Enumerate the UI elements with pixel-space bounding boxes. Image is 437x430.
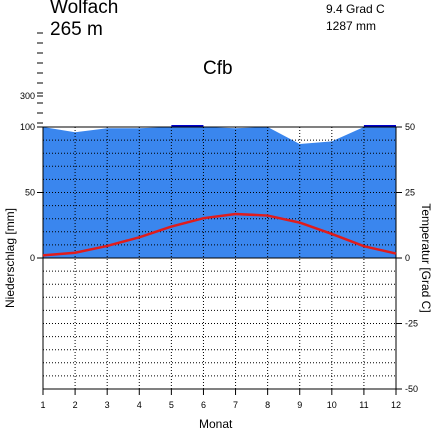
y2-tick-label: 25 <box>405 188 415 198</box>
y-tick-label: 300 <box>20 91 35 101</box>
y2-tick-label: -50 <box>405 384 418 394</box>
temperature-line <box>42 212 397 257</box>
mean-temperature: 9.4 Grad C <box>326 2 385 16</box>
annual-precipitation: 1287 mm <box>326 19 377 33</box>
x-tick-label: 1 <box>40 400 45 410</box>
x-tick-label: 10 <box>327 400 337 410</box>
x-tick-label: 11 <box>359 400 368 410</box>
station-name: Wolfach <box>50 0 119 18</box>
y-tick-label: 50 <box>25 188 35 198</box>
y2-tick-label: 0 <box>405 253 410 263</box>
y-axis-label: Niederschlag [mm] <box>3 207 17 309</box>
station-elevation: 265 m <box>50 19 103 40</box>
y2-axis-label: Temperatur [Grad C] <box>419 203 433 313</box>
y-tick-label: 0 <box>30 253 35 263</box>
y2-tick-label: -25 <box>405 319 418 329</box>
x-tick-label: 7 <box>233 400 238 410</box>
y2-tick-label: 50 <box>405 122 415 132</box>
x-tick-label: 4 <box>137 400 142 410</box>
x-axis-label: Monat <box>199 417 233 430</box>
x-tick-label: 12 <box>391 400 401 410</box>
x-tick-label: 9 <box>297 400 302 410</box>
y-tick-label: 100 <box>20 122 35 132</box>
x-tick-label: 6 <box>201 400 206 410</box>
x-tick-label: 5 <box>169 400 174 410</box>
x-tick-label: 2 <box>73 400 78 410</box>
x-tick-label: 8 <box>265 400 270 410</box>
x-tick-label: 3 <box>105 400 110 410</box>
climate-class: Cfb <box>203 58 233 79</box>
